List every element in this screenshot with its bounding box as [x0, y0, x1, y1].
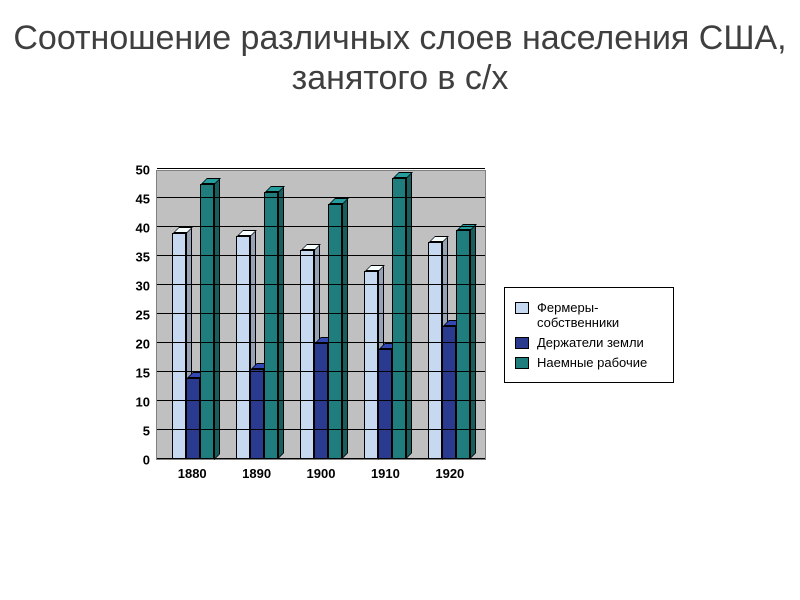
- bar: [314, 343, 328, 459]
- bar: [456, 230, 470, 459]
- y-tick: 5: [143, 424, 150, 439]
- legend-swatch: [515, 337, 529, 349]
- bar-group: [353, 171, 417, 459]
- y-tick: 50: [136, 163, 150, 178]
- bar: [378, 349, 392, 459]
- bar: [236, 236, 250, 459]
- bar: [328, 204, 342, 459]
- legend-swatch: [515, 302, 529, 314]
- y-tick: 35: [136, 250, 150, 265]
- x-tick: 1910: [353, 466, 417, 490]
- chart: 05101520253035404550 1880189019001910192…: [120, 170, 680, 500]
- y-tick: 0: [143, 453, 150, 468]
- grid-line: [157, 226, 485, 227]
- y-tick: 40: [136, 221, 150, 236]
- bar: [186, 378, 200, 459]
- bar: [364, 271, 378, 460]
- bar-group: [289, 171, 353, 459]
- grid-line: [157, 284, 485, 285]
- grid-line: [157, 342, 485, 343]
- legend-label: Фермеры-собственники: [537, 300, 663, 331]
- page-title: Соотношение различных слоев населения СШ…: [0, 18, 800, 98]
- bar: [392, 178, 406, 459]
- x-tick: 1880: [160, 466, 224, 490]
- bar-group: [225, 171, 289, 459]
- grid-line: [157, 400, 485, 401]
- grid-line: [157, 255, 485, 256]
- bar: [250, 369, 264, 459]
- grid-line: [157, 313, 485, 314]
- legend-item: Держатели земли: [515, 335, 663, 351]
- plot-area: [156, 170, 486, 460]
- y-tick: 15: [136, 366, 150, 381]
- grid-line: [157, 168, 485, 169]
- y-tick: 45: [136, 192, 150, 207]
- x-tick: 1890: [224, 466, 288, 490]
- bar: [200, 184, 214, 460]
- y-tick: 30: [136, 279, 150, 294]
- x-axis: 18801890190019101920: [156, 460, 486, 490]
- bar: [172, 233, 186, 459]
- y-axis: 05101520253035404550: [120, 170, 156, 460]
- y-tick: 20: [136, 337, 150, 352]
- chart-legend: Фермеры-собственники Держатели земли Наемн…: [504, 287, 674, 383]
- legend-item: Наемные рабочие: [515, 355, 663, 371]
- legend-swatch: [515, 357, 529, 369]
- bar: [442, 326, 456, 459]
- grid-line: [157, 458, 485, 459]
- grid-line: [157, 429, 485, 430]
- grid-line: [157, 197, 485, 198]
- bar: [264, 192, 278, 459]
- bar: [428, 242, 442, 460]
- x-tick: 1920: [418, 466, 482, 490]
- y-tick: 10: [136, 395, 150, 410]
- y-tick: 25: [136, 308, 150, 323]
- bar-group: [417, 171, 481, 459]
- x-tick: 1900: [289, 466, 353, 490]
- bar-group: [161, 171, 225, 459]
- bar: [300, 250, 314, 459]
- legend-label: Держатели земли: [537, 335, 644, 351]
- legend-item: Фермеры-собственники: [515, 300, 663, 331]
- legend-label: Наемные рабочие: [537, 355, 647, 371]
- grid-line: [157, 371, 485, 372]
- bars-container: [157, 171, 485, 459]
